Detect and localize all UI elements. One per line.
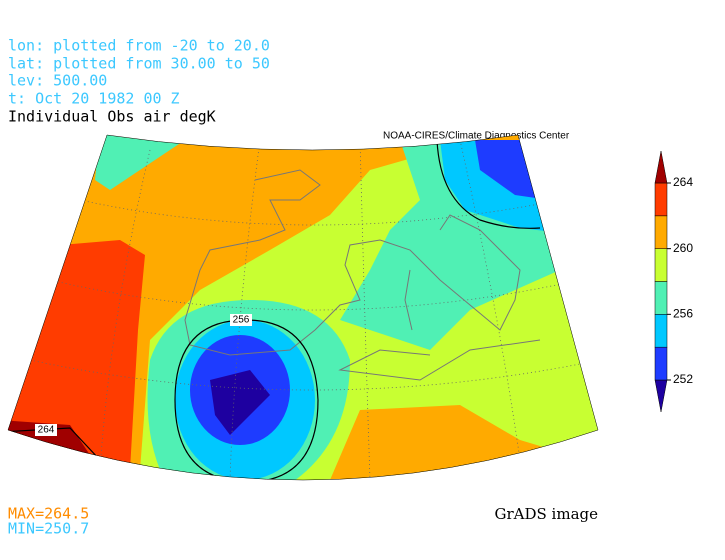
contour-label-bg <box>35 424 57 436</box>
contour-label: 264 <box>38 425 55 436</box>
colorbar-segment <box>654 379 668 413</box>
contour-label: 256 <box>233 315 250 326</box>
colorbar-segment <box>654 314 668 348</box>
header-line: lev: 500.00 <box>8 72 107 90</box>
contour-label-bg <box>230 314 252 326</box>
colorbar-tick-label: 264 <box>673 175 693 189</box>
colorbar-segment <box>654 346 668 381</box>
colorbar-segment <box>654 150 668 184</box>
max-label: MAX=264.5 <box>8 505 89 523</box>
header-line: t: Oct 20 1982 00 Z <box>8 90 180 108</box>
colorbar-tick-label: 252 <box>673 372 693 386</box>
colorbar-tick-label: 256 <box>673 307 693 321</box>
field <box>95 135 200 190</box>
colorbar-segment <box>654 248 668 282</box>
credit: NOAA-CIRES/Climate Diagnostics Center <box>383 131 570 142</box>
min-label: MIN=250.7 <box>8 520 89 538</box>
field <box>8 135 598 470</box>
colorbar-segment <box>654 182 668 217</box>
header-line: lon: plotted from -20 to 20.0 <box>8 37 270 55</box>
map <box>8 135 598 480</box>
colorbar-segment <box>654 215 668 249</box>
header-line: lat: plotted from 30.00 to 50 <box>8 55 270 73</box>
colorbar: 252 256 260 264 <box>654 150 693 413</box>
map-border <box>7 134 599 481</box>
field <box>330 405 598 480</box>
brand: GrADS image <box>495 505 599 523</box>
map-title: Individual Obs air degK <box>8 108 216 126</box>
field <box>210 370 270 435</box>
colorbar-segment <box>654 281 668 315</box>
colorbar-tick-label: 260 <box>673 241 693 255</box>
